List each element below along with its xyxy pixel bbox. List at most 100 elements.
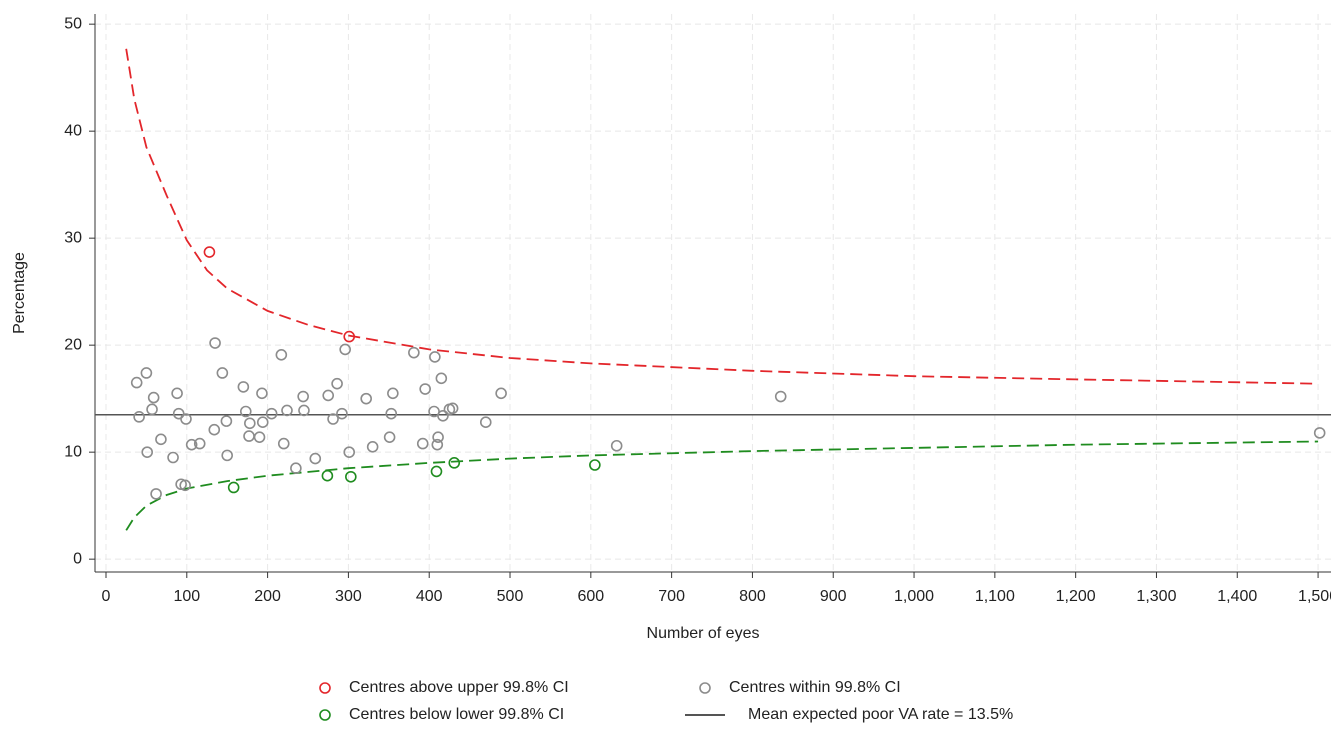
x-tick-label: 1,400	[1217, 588, 1257, 605]
point	[322, 389, 335, 402]
point	[130, 376, 143, 389]
point	[360, 392, 372, 405]
point	[446, 402, 459, 415]
point	[327, 413, 339, 425]
point	[321, 469, 334, 482]
point	[298, 404, 310, 417]
point	[146, 403, 158, 416]
point	[253, 431, 266, 443]
x-tick-label: 1,000	[894, 588, 934, 605]
point	[385, 407, 398, 420]
point	[147, 391, 160, 404]
point	[431, 438, 444, 451]
x-tick-label: 200	[254, 588, 281, 605]
point	[383, 431, 396, 443]
y-tick-label: 30	[64, 229, 82, 246]
y-tick-label: 0	[73, 550, 82, 567]
point	[209, 337, 221, 349]
point	[256, 387, 268, 400]
point	[237, 381, 250, 393]
point	[366, 441, 379, 453]
x-tick-label: 100	[173, 588, 200, 605]
legend-label: Centres below lower 99.8% CI	[349, 706, 564, 723]
point	[419, 383, 431, 395]
x-tick-label: 700	[658, 588, 685, 605]
point	[339, 343, 351, 356]
point	[141, 446, 154, 458]
point	[1313, 427, 1326, 439]
point	[416, 437, 429, 450]
x-tick-label: 900	[820, 588, 847, 605]
point	[172, 407, 185, 420]
point	[437, 409, 449, 422]
point	[220, 415, 233, 427]
x-axis-label: Number of eyes	[647, 625, 760, 642]
point	[180, 413, 192, 425]
x-tick-label: 0	[102, 588, 111, 605]
legend-label: Mean expected poor VA rate = 13.5%	[748, 706, 1013, 723]
point	[171, 387, 183, 400]
x-tick-label: 1,100	[975, 588, 1015, 605]
point	[343, 330, 356, 343]
legend-label: Centres within 99.8% CI	[729, 679, 901, 696]
point	[345, 470, 357, 483]
point	[589, 459, 601, 471]
point	[336, 407, 348, 420]
point	[203, 246, 216, 258]
point	[140, 367, 153, 379]
point	[193, 437, 206, 450]
point	[221, 449, 233, 462]
point	[387, 387, 399, 400]
point	[243, 430, 255, 442]
point	[208, 423, 221, 436]
point	[495, 387, 507, 400]
point	[281, 404, 293, 417]
point	[297, 390, 309, 403]
x-tick-label: 400	[416, 588, 443, 605]
legend-label: Centres above upper 99.8% CI	[349, 679, 569, 696]
x-tick-label: 300	[335, 588, 362, 605]
legend-marker	[319, 682, 331, 694]
point	[227, 481, 240, 494]
point	[239, 405, 252, 418]
point	[331, 377, 343, 390]
point	[179, 479, 191, 492]
point	[150, 488, 162, 500]
point	[479, 416, 492, 429]
point	[774, 390, 787, 403]
x-tick-label: 800	[739, 588, 766, 605]
x-tick-label: 500	[497, 588, 524, 605]
point	[435, 372, 448, 385]
point	[448, 457, 461, 469]
point	[408, 346, 420, 359]
point	[309, 452, 322, 465]
y-tick-label: 20	[64, 336, 82, 353]
y-tick-label: 10	[64, 443, 82, 460]
y-axis-label: Percentage	[11, 252, 28, 334]
point	[343, 446, 356, 458]
point	[133, 411, 145, 423]
ci-curve	[125, 48, 1319, 385]
point	[430, 465, 443, 478]
point	[185, 438, 198, 451]
x-tick-label: 1,300	[1136, 588, 1176, 605]
point	[610, 439, 623, 452]
ci-curve	[125, 440, 1319, 531]
point	[216, 367, 229, 379]
point	[429, 351, 441, 363]
x-tick-label: 1,500	[1298, 588, 1331, 605]
legend-marker	[319, 709, 331, 721]
legend-marker	[699, 682, 711, 694]
y-tick-label: 50	[64, 15, 82, 32]
point	[256, 416, 269, 429]
y-tick-label: 40	[64, 122, 82, 139]
x-tick-label: 1,200	[1056, 588, 1096, 605]
point	[155, 433, 167, 446]
point	[290, 462, 302, 475]
point	[275, 348, 288, 361]
point	[432, 431, 444, 443]
point	[244, 417, 256, 430]
x-tick-label: 600	[577, 588, 604, 605]
